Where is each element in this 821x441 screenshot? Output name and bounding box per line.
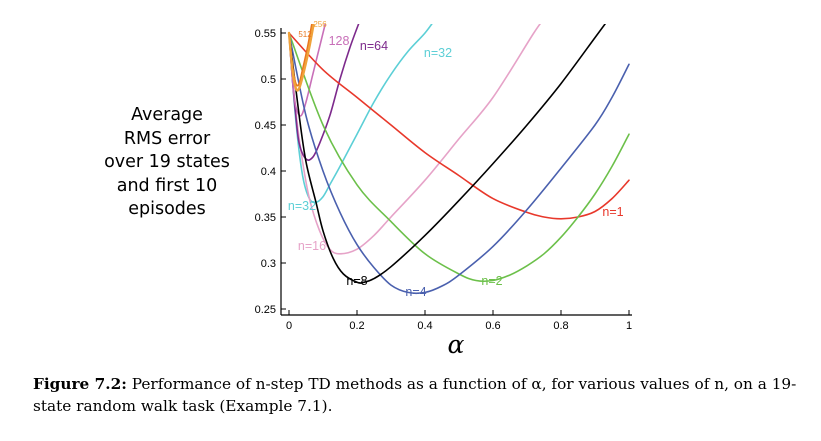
- y-tick-label: 0.5: [261, 74, 276, 86]
- figure-caption: Figure 7.2: Performance of n-step TD met…: [33, 373, 803, 417]
- x-tick-label: 0.6: [485, 320, 500, 332]
- series-line-n-32: [288, 24, 433, 204]
- y-axis-label-line: over 19 states: [104, 152, 230, 172]
- y-tick-label: 0.3: [261, 258, 276, 270]
- x-tick-label: 0.8: [553, 320, 568, 332]
- series-line-128: [288, 24, 327, 117]
- series-label-n-16: n=16: [298, 239, 326, 253]
- series-line-n-4: [288, 32, 630, 295]
- series-line-n-16: [288, 24, 541, 255]
- y-tick-label: 0.25: [255, 304, 276, 316]
- series-line-n-1: [288, 32, 630, 220]
- y-tick-label: 0.4: [261, 166, 276, 178]
- figure-caption-text: Performance of n-step TD methods as a fu…: [33, 375, 797, 415]
- series-label-n-8: n=8: [346, 274, 367, 288]
- x-tick-label: 1: [626, 320, 632, 332]
- series-lines: [287, 24, 630, 295]
- figure-caption-label: Figure 7.2:: [33, 375, 127, 393]
- x-tick-label: 0.2: [349, 320, 364, 332]
- chart-axes: 0.25 0.3 0.35 0.4 0.45 0.5 0.55 0 0.2 0.4 0.6 0.8 1: [255, 28, 632, 332]
- series-label-n-64: n=64: [360, 39, 388, 53]
- y-tick-label: 0.45: [255, 120, 276, 132]
- rms-error-chart: 0.250.30.350.40.450.50.550 0.2 0.4 0.6 0.8 1 …: [255, 20, 632, 359]
- series-line-n-8: [288, 24, 607, 284]
- series-label-n-32: n=32: [424, 46, 452, 60]
- x-tick-label: 0.4: [417, 320, 432, 332]
- series-line-256: [287, 24, 315, 92]
- series-label-512: 512: [298, 30, 312, 39]
- series-label-256: 256: [313, 20, 327, 29]
- y-axis-label-line: Average: [131, 105, 203, 125]
- series-line-n-2: [288, 32, 630, 283]
- series-label-n-2: n=2: [481, 274, 502, 288]
- y-tick-label: 0.35: [255, 212, 276, 224]
- y-axis-label-line: RMS error: [123, 128, 211, 149]
- y-axis-label-line: and first 10: [116, 175, 218, 196]
- x-tick-label: 0: [286, 320, 292, 332]
- series-line-n-64: [288, 24, 360, 161]
- series-label-n-4: n=4: [405, 285, 426, 299]
- series-label-n-32: n=32: [288, 199, 316, 213]
- y-tick-label: 0.55: [255, 28, 276, 40]
- y-axis-label-line: episodes: [128, 199, 206, 219]
- series-label-n-1: n=1: [602, 205, 623, 219]
- y-axis-label: Average RMS error over 19 states and fir…: [92, 104, 242, 222]
- series-label-128: 128: [329, 34, 350, 48]
- x-axis-label: α: [448, 330, 465, 359]
